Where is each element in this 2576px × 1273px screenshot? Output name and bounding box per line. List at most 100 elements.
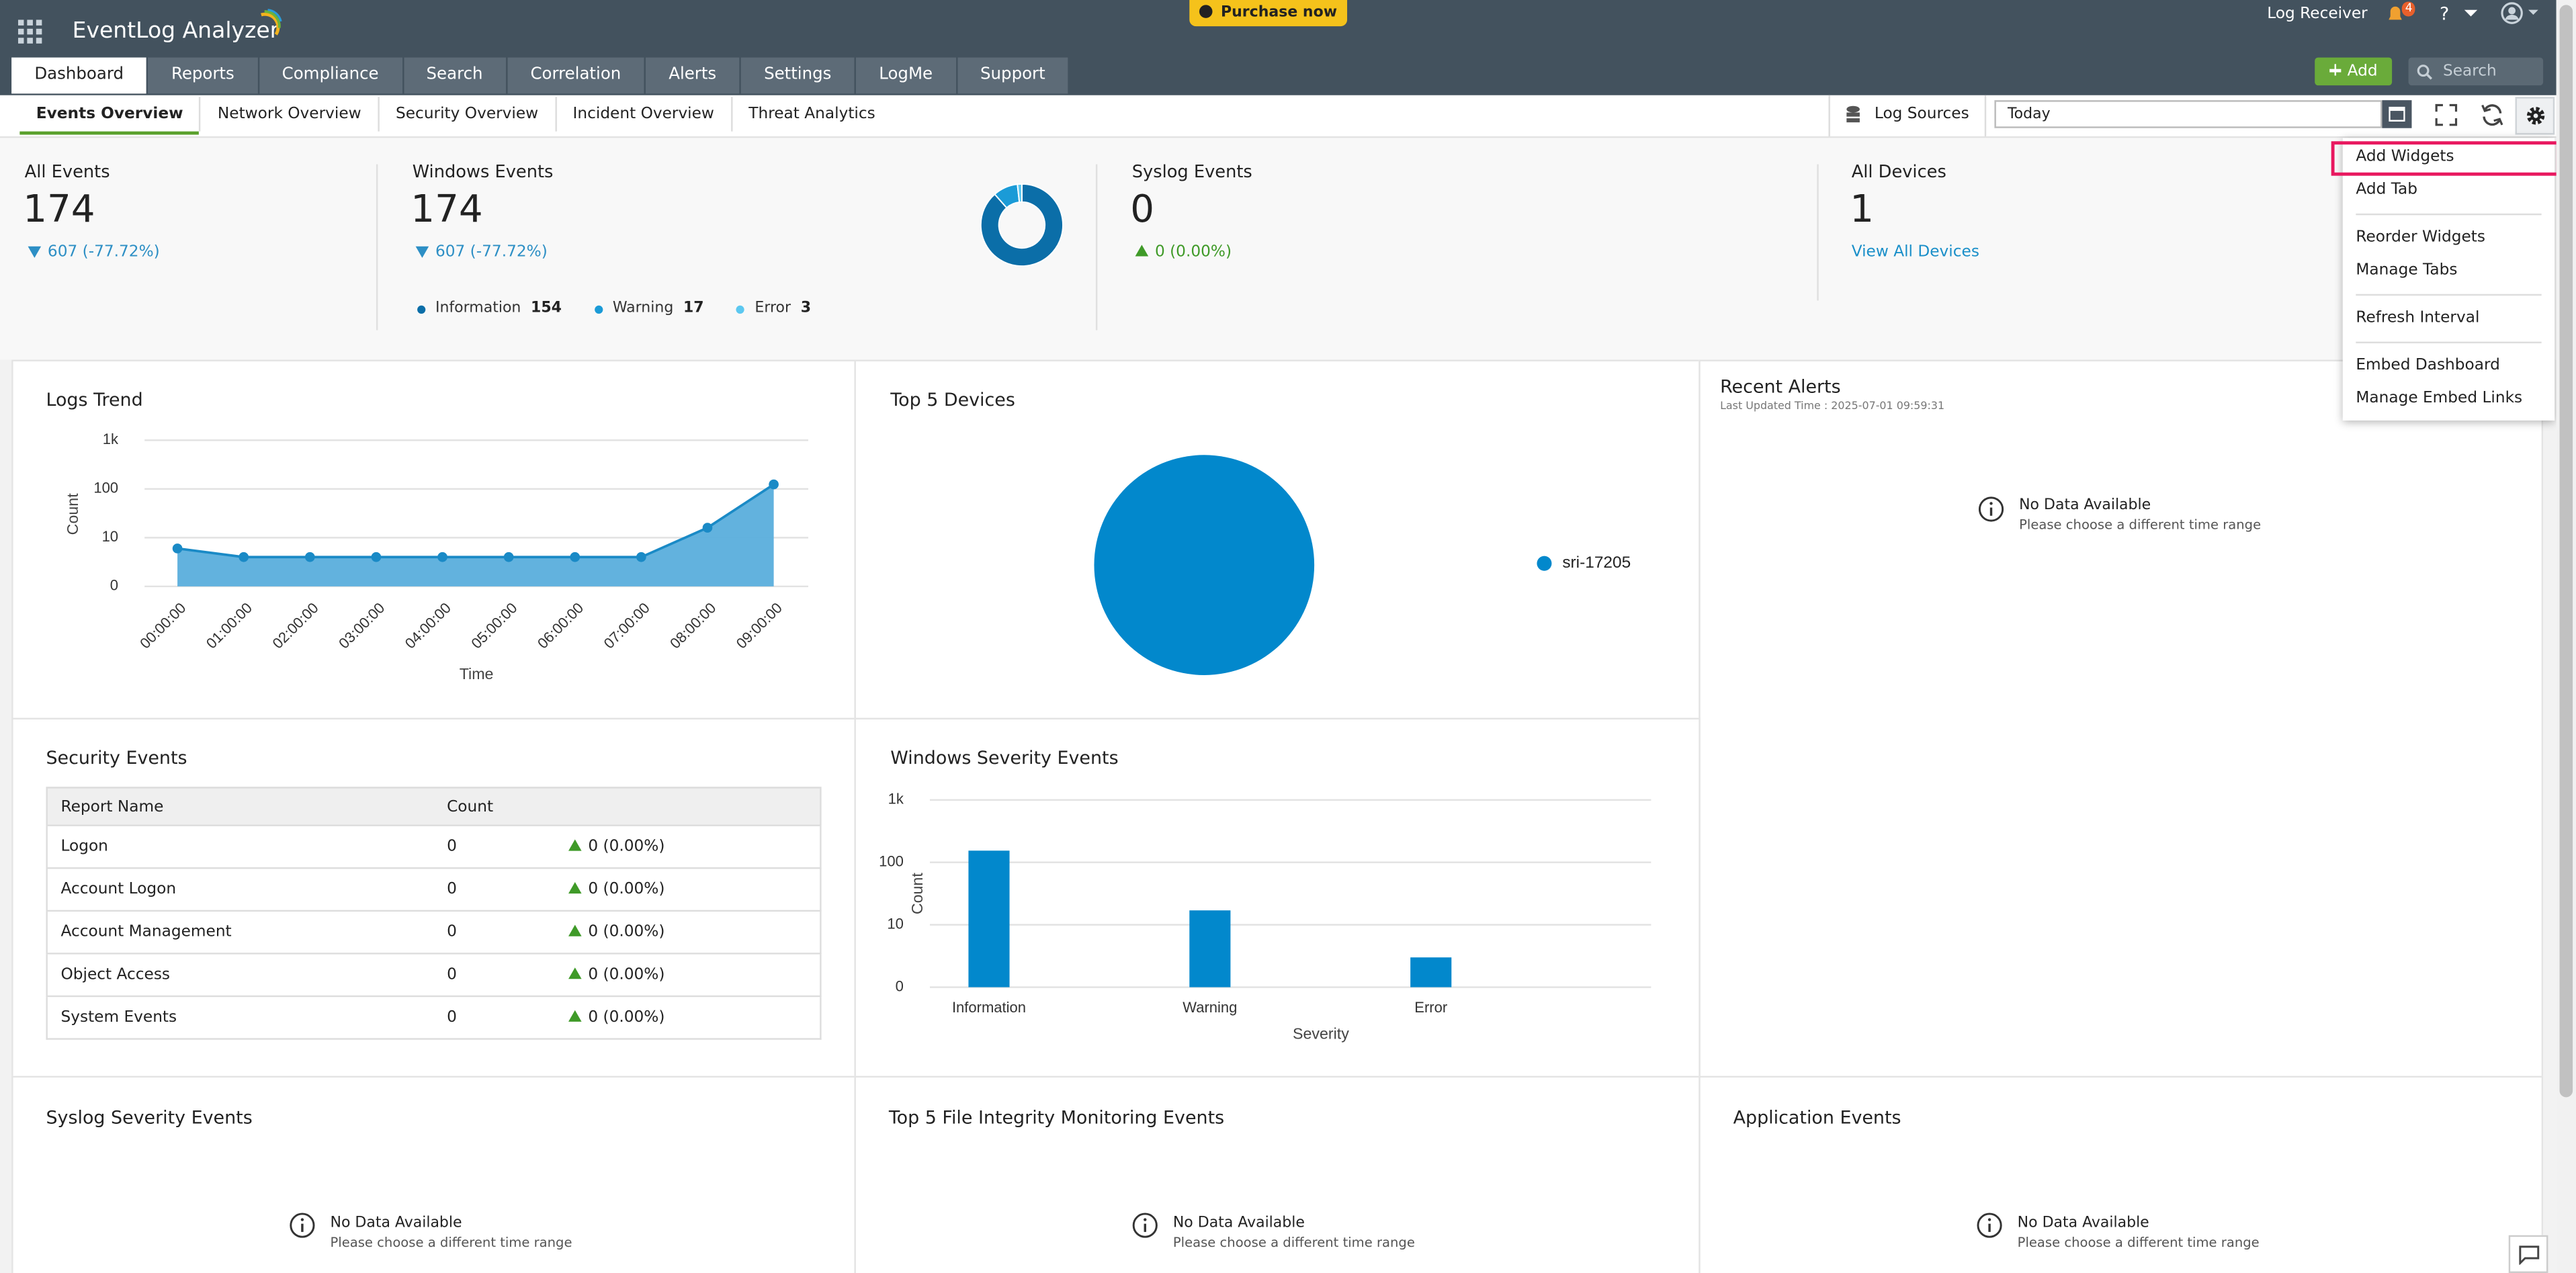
no-data-hint: Please choose a different time range [330,1235,572,1250]
summary-count: 0 [1130,189,1155,232]
log-sources-button[interactable]: Log Sources [1828,95,1987,136]
database-icon [1846,105,1860,123]
up-arrow [568,967,582,979]
nav-tab[interactable]: Dashboard [11,57,147,94]
legend-value: 154 [531,300,562,317]
table-row: System Events 0 0 (0.00%) [46,997,822,1040]
widget-title: Security Events [46,747,187,769]
change-text: 0 (0.00%) [588,1008,665,1027]
widget-title: Application Events [1733,1107,1901,1129]
menu-item[interactable]: Refresh Interval [2356,308,2480,327]
calendar-icon [2389,106,2405,122]
up-arrow [568,924,582,936]
summary-title: All Events [24,163,110,183]
widget [854,717,1701,1078]
summary-count: 174 [23,189,95,232]
widget [11,717,856,1078]
up-arrow [568,1010,582,1022]
cell: Object Access [60,965,171,984]
menu-item[interactable]: Add Tab [2356,180,2418,199]
menu-separator [2343,335,2554,350]
widget-title: Windows Severity Events [890,747,1119,769]
change-text: 0 (0.00%) [588,880,665,899]
legend-label: Warning [612,300,674,317]
widget [854,1076,1701,1273]
calendar-button[interactable] [2382,100,2412,128]
sub-tab[interactable]: Security Overview [378,97,555,132]
widget-title: Logs Trend [46,389,143,411]
nav-tab[interactable]: Alerts [645,57,740,94]
no-data-title: No Data Available [1172,1215,1305,1232]
chat-button[interactable] [2508,1235,2548,1273]
add-button[interactable]: Add [2315,57,2393,86]
search-box[interactable]: Search [2408,57,2544,86]
up-arrow [568,839,582,851]
apps-icon[interactable] [17,19,43,44]
help-icon[interactable]: ? [2440,3,2450,25]
donut-legend: Information 154 Warning 17 Error 3 [417,302,811,317]
no-data-title: No Data Available [2017,1215,2149,1232]
down-arrow [415,246,429,258]
widget-title: Syslog Severity Events [46,1107,253,1129]
table-row: Logon 0 0 (0.00%) [46,826,822,869]
nav-tab[interactable]: Settings [740,57,855,94]
sub-tab[interactable]: Events Overview [19,97,200,135]
nav-tab[interactable]: Correlation [507,57,644,94]
sub-tab[interactable]: Network Overview [200,97,378,132]
cell: 0 [447,838,457,856]
search-icon [2417,64,2433,80]
nav-tab[interactable]: LogMe [856,57,956,94]
sub-tab[interactable]: Threat Analytics [730,97,892,132]
divider [1817,164,1819,301]
widget [11,359,856,719]
cell: 0 (0.00%) [568,839,664,854]
legend-item: Warning 17 [594,300,704,317]
cell: 0 (0.00%) [568,924,664,940]
log-receiver-link[interactable]: Log Receiver [2267,5,2368,24]
cell: Logon [60,838,108,856]
summary-title: Syslog Events [1131,163,1252,183]
settings-button[interactable] [2515,97,2555,135]
user-menu[interactable] [2501,1,2540,24]
nav-tab[interactable]: Compliance [259,57,402,94]
purchase-button[interactable]: Purchase now [1189,0,1348,27]
column-header: Count [447,798,494,817]
nav-tab[interactable]: Reports [148,57,257,94]
no-data-hint: Please choose a different time range [2017,1235,2260,1250]
summary-change: 607 (-77.72%) [28,245,160,260]
view-devices-link[interactable]: View All Devices [1851,243,1979,261]
divider [1095,164,1098,331]
sub-tab[interactable]: Incident Overview [554,97,731,132]
menu-item[interactable]: Manage Tabs [2356,261,2458,279]
summary-change: 0 (0.00%) [1135,245,1232,260]
fullscreen-button[interactable] [2433,102,2459,128]
table-header: Report Name Count [46,787,822,826]
nav-tab[interactable]: Search [403,57,506,94]
scrollbar-thumb[interactable] [2559,5,2573,1098]
menu-item[interactable]: Embed Dashboard [2356,356,2500,375]
cell: 0 [447,1008,457,1027]
refresh-button[interactable] [2479,102,2505,128]
no-data-title: No Data Available [330,1215,462,1232]
app-logo [261,9,282,36]
add-label: Add [2347,62,2378,81]
date-range-input[interactable]: Today [1994,100,2382,128]
cell: Account Management [60,923,232,942]
nav-tab[interactable]: Support [957,57,1068,94]
table-row: Object Access 0 0 (0.00%) [46,954,822,998]
legend-value: 17 [683,300,704,317]
settings-menu: Add Widgets Add Tab Reorder Widgets Manage … [2342,138,2555,421]
cell: System Events [60,1008,177,1027]
menu-item[interactable]: Manage Embed Links [2356,389,2523,408]
cell: Account Logon [60,880,177,899]
bell-icon[interactable] [2385,3,2405,23]
up-arrow [1135,245,1149,257]
purchase-label: Purchase now [1221,5,1338,21]
cart-icon [1199,5,1213,18]
divider [376,164,378,331]
menu-item[interactable]: Reorder Widgets [2356,228,2485,247]
menu-item[interactable]: Add Widgets [2356,148,2454,166]
no-data-hint: Please choose a different time range [2019,517,2262,533]
